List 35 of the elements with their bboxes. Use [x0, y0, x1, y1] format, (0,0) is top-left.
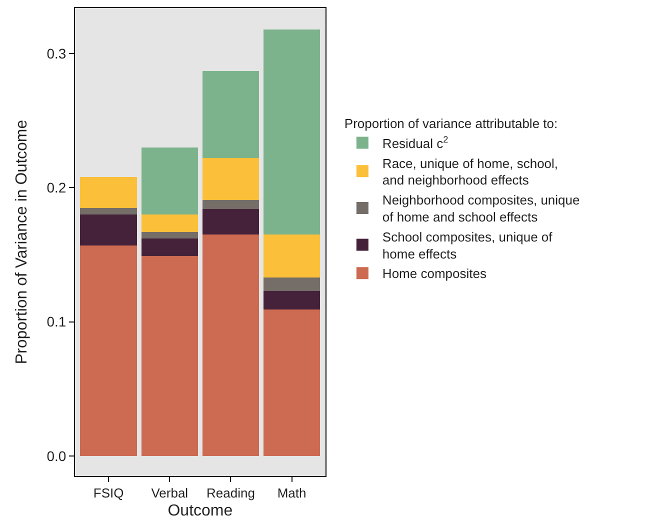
bar [80, 176, 137, 208]
bar [141, 147, 198, 215]
legend-label: Residual c$^{2}$ [382, 134, 448, 151]
legend-title: Proportion of variance attributable to: [344, 116, 558, 131]
bar [80, 245, 137, 456]
bar [202, 200, 260, 210]
bar [141, 214, 198, 232]
legend-label: Race, unique of home, school, and neighborhood effects [382, 156, 558, 188]
bar [263, 278, 320, 291]
y-tick-label: 0.2 [46, 180, 66, 196]
bar [80, 208, 137, 215]
bar [263, 234, 320, 278]
y-tick-label: 0.3 [46, 45, 66, 62]
bar [141, 232, 198, 239]
x-tick-label: Reading [206, 486, 255, 501]
bar [263, 290, 320, 310]
bar [202, 234, 260, 456]
bar [141, 256, 198, 456]
bar [80, 214, 137, 246]
bar [263, 29, 320, 235]
x-tick-label: Verbal [151, 486, 188, 501]
legend-label: Home composites [382, 266, 487, 282]
x-axis-title: Outcome [168, 502, 233, 520]
y-tick-label: 0.0 [46, 448, 66, 464]
bar [202, 158, 260, 200]
bar [202, 71, 260, 158]
bar [202, 209, 260, 235]
bar [263, 310, 320, 456]
bar [141, 238, 198, 256]
legend-label: School composites, unique of home effects [382, 229, 553, 262]
y-tick-label: 0.1 [46, 314, 66, 330]
y-axis-title: Proportion of Variance in Outcome [14, 120, 31, 364]
legend-label: Neighborhood composites, unique of home and school effects [382, 192, 580, 224]
x-tick-label: Math [277, 486, 306, 501]
x-tick-label: FSIQ [93, 486, 124, 501]
